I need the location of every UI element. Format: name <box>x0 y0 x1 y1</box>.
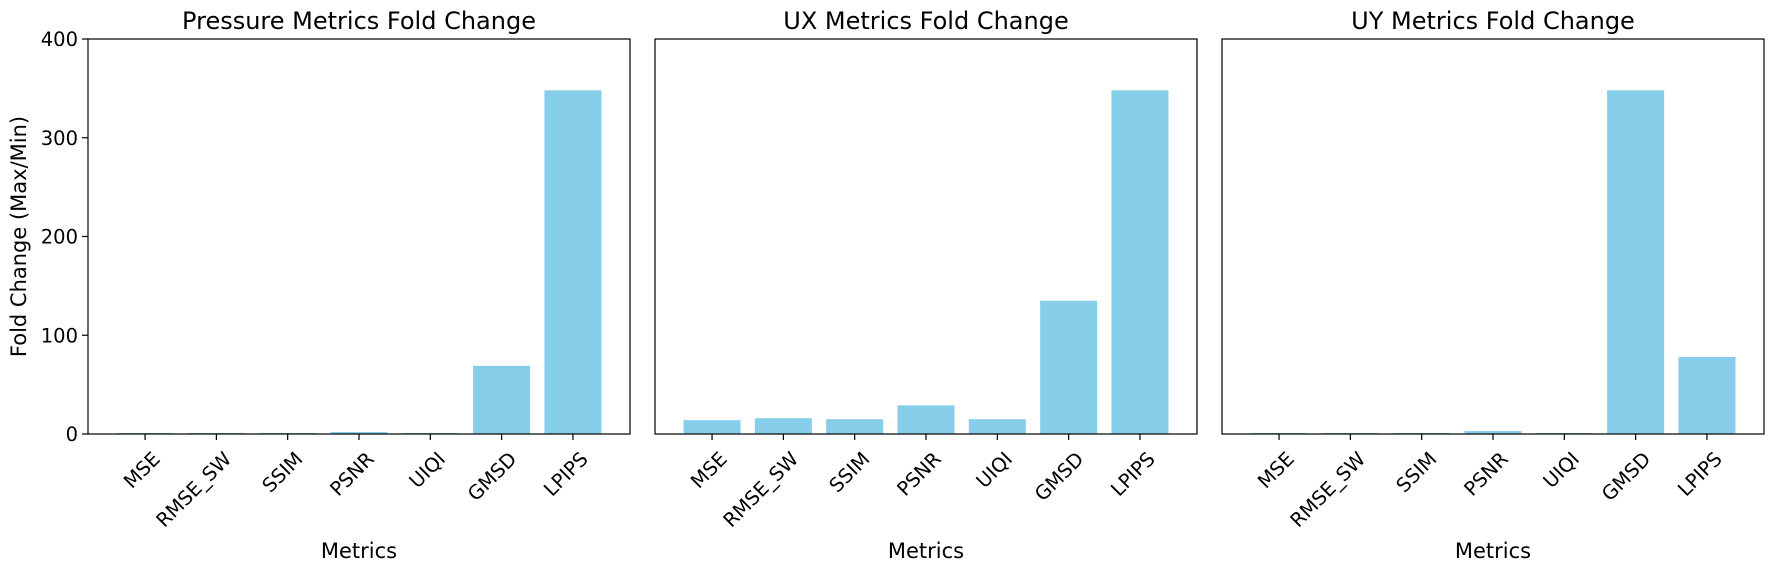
x-tick-label: SSIM <box>258 447 308 497</box>
y-tick-label: 300 <box>41 127 78 150</box>
x-tick-label: MSE <box>686 447 732 493</box>
x-tick-label: PSNR <box>325 447 378 500</box>
chart-title: Pressure Metrics Fold Change <box>182 7 536 35</box>
plot-area <box>655 39 1197 434</box>
bar-lpips <box>544 90 602 434</box>
x-tick-label: PSNR <box>1459 447 1512 500</box>
bar-mse <box>683 420 741 434</box>
x-tick-label: LPIPS <box>1106 447 1159 500</box>
plot-frame <box>654 38 1198 435</box>
bar-psnr <box>897 405 955 434</box>
x-axis-label: Metrics <box>888 539 964 563</box>
bar-ssim <box>826 419 884 434</box>
x-tick-label: LPIPS <box>1673 447 1726 500</box>
plot-frame <box>87 38 631 435</box>
x-tick-label: UIQI <box>405 447 450 492</box>
chart-title: UY Metrics Fold Change <box>1351 7 1635 35</box>
bar-gmsd <box>473 365 531 434</box>
bar-gmsd <box>1040 300 1098 434</box>
x-axis-label: Metrics <box>321 539 397 563</box>
plot-frame <box>1221 38 1765 435</box>
y-tick-label: 200 <box>41 226 78 249</box>
x-tick-label: UIQI <box>1539 447 1584 492</box>
x-tick-label: LPIPS <box>539 447 592 500</box>
plot-area <box>1222 39 1764 434</box>
x-tick-label: RMSE_SW <box>1286 447 1370 531</box>
x-tick-label: MSE <box>1253 447 1299 493</box>
x-tick-label: MSE <box>119 447 165 493</box>
y-tick-label: 100 <box>41 324 78 347</box>
plot-area <box>88 39 630 434</box>
bar-gmsd <box>1607 90 1665 434</box>
x-axis-label: Metrics <box>1455 539 1531 563</box>
x-tick-label: SSIM <box>825 447 875 497</box>
x-tick-label: UIQI <box>972 447 1017 492</box>
bar-rmse-sw <box>754 418 812 434</box>
x-tick-label: PSNR <box>892 447 945 500</box>
bar-psnr <box>330 432 388 434</box>
x-tick-label: SSIM <box>1392 447 1442 497</box>
bar-lpips <box>1678 356 1736 434</box>
chart-title: UX Metrics Fold Change <box>783 7 1068 35</box>
x-tick-label: RMSE_SW <box>152 447 236 531</box>
y-axis-label: Fold Change (Max/Min) <box>7 116 31 357</box>
bar-lpips <box>1111 90 1169 434</box>
x-tick-label: GMSD <box>1597 447 1655 505</box>
bar-uiqi <box>968 419 1026 434</box>
y-tick-label: 0 <box>66 423 78 446</box>
x-tick-label: RMSE_SW <box>719 447 803 531</box>
x-tick-label: GMSD <box>1030 447 1088 505</box>
y-tick-label: 400 <box>41 28 78 51</box>
bar-psnr <box>1464 431 1522 434</box>
x-tick-label: GMSD <box>463 447 521 505</box>
